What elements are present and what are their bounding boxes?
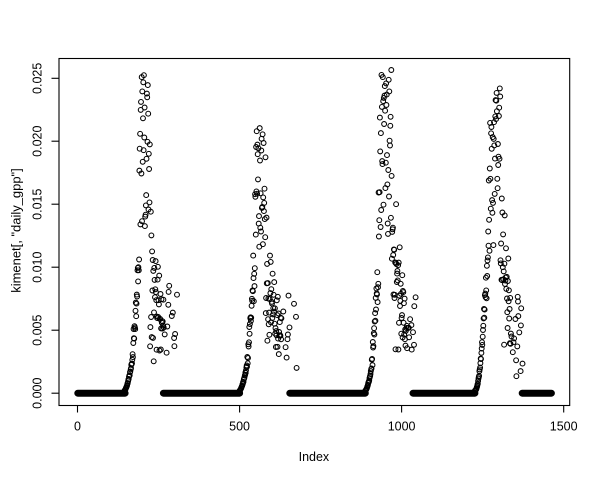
svg-text:1000: 1000 [388,420,416,434]
svg-text:0.015: 0.015 [31,189,45,220]
svg-text:kimenet[, "daily_gpp"]: kimenet[, "daily_gpp"] [10,168,24,293]
svg-text:0.005: 0.005 [31,315,45,346]
svg-text:Index: Index [299,450,330,464]
svg-text:0: 0 [74,420,81,434]
svg-text:1500: 1500 [550,420,578,434]
svg-text:0.020: 0.020 [31,126,45,157]
svg-text:0.025: 0.025 [31,63,45,94]
svg-text:500: 500 [229,420,250,434]
svg-text:0.010: 0.010 [31,252,45,283]
svg-text:0.000: 0.000 [31,378,45,409]
